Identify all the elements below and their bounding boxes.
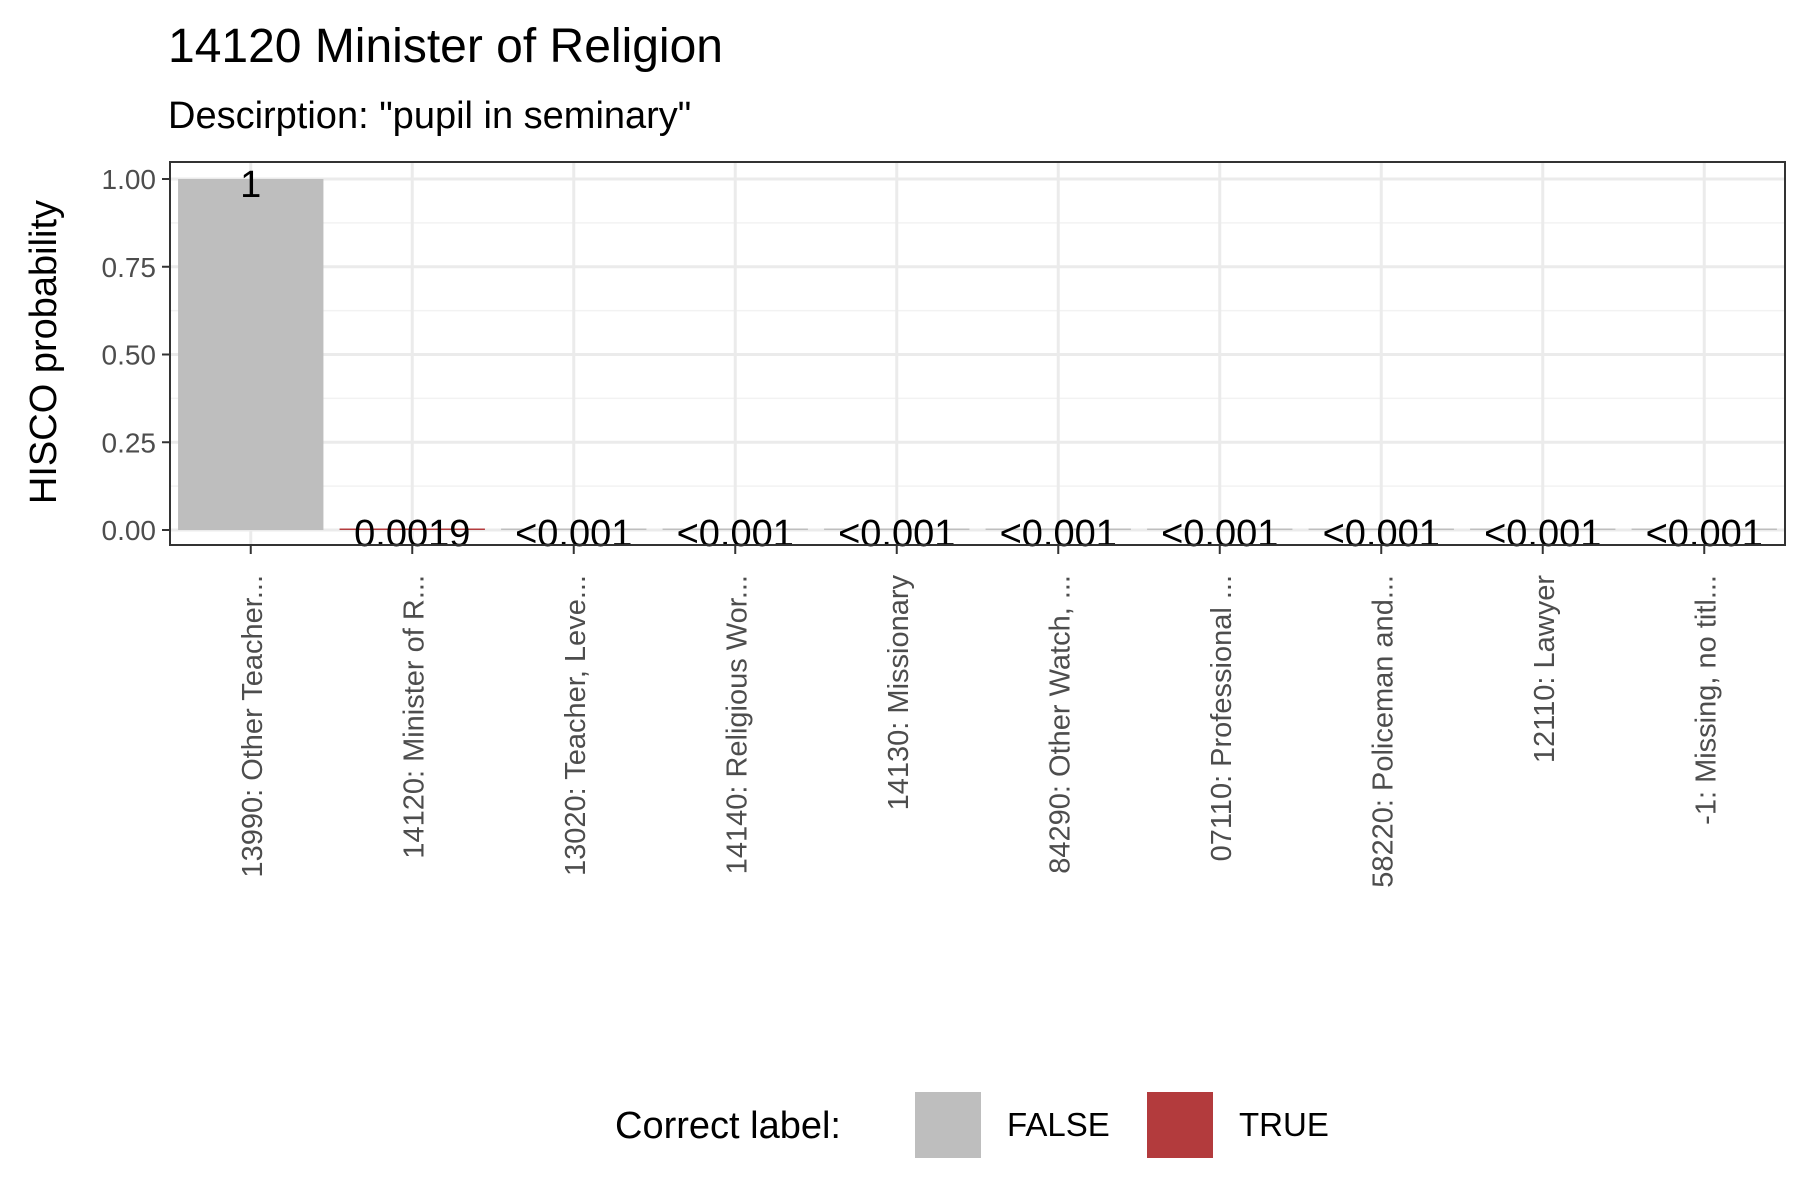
bar	[1631, 528, 1777, 530]
bar	[501, 528, 647, 530]
y-tick-label: 0.75	[102, 252, 157, 283]
chart-subtitle: Descirption: "pupil in seminary"	[168, 95, 691, 137]
legend-key	[1147, 1092, 1213, 1158]
bar	[662, 528, 808, 530]
x-tick-label: -1: Missing, no titl...	[1690, 575, 1722, 825]
legend-entries: FALSE TRUE	[915, 1092, 1329, 1158]
x-tick-label: 14120: Minister of R...	[398, 575, 430, 859]
bar	[178, 179, 324, 530]
bar	[1470, 528, 1616, 530]
x-tick-label: 14130: Missionary	[883, 575, 915, 811]
y-tick-label: 1.00	[102, 164, 157, 195]
x-tick-label: 58220: Policeman and...	[1367, 575, 1399, 888]
bar	[985, 528, 1131, 530]
x-tick-label: 12110: Lawyer	[1529, 575, 1561, 763]
y-axis-title: HISCO probability	[23, 200, 65, 504]
bar-value-label: 1	[240, 164, 261, 206]
chart-title: 14120 Minister of Religion	[168, 20, 723, 73]
x-tick-label: 13020: Teacher, Leve...	[560, 575, 592, 876]
legend-key	[915, 1092, 981, 1158]
bar	[339, 528, 485, 530]
y-tick-label: 0.50	[102, 340, 157, 371]
x-tick-label: 13990: Other Teacher...	[237, 575, 269, 878]
x-tick-label: 14140: Religious Wor...	[721, 575, 753, 874]
x-tick-label: 07110: Professional ...	[1206, 575, 1238, 861]
legend-title: Correct label:	[615, 1105, 841, 1147]
plot-area: 10.0019 <0.001 <0.001 <0.001 <0.001 <0.001 <0.…	[102, 161, 1786, 888]
x-tick-label: 84290: Other Watch, ...	[1044, 575, 1076, 874]
legend-label: TRUE	[1239, 1106, 1329, 1143]
bar	[1308, 528, 1454, 530]
bar	[824, 528, 970, 530]
y-tick-label: 0.00	[102, 515, 157, 546]
legend-label: FALSE	[1007, 1106, 1110, 1143]
legend: Correct label: FALSE TRUE	[615, 1092, 1329, 1158]
bar	[1147, 528, 1293, 530]
y-tick-label: 0.25	[102, 427, 157, 458]
